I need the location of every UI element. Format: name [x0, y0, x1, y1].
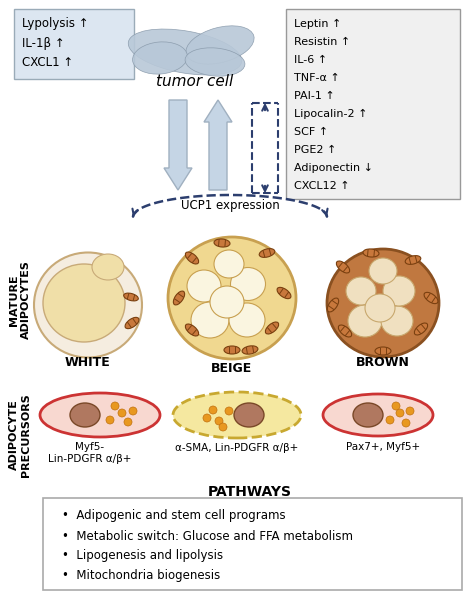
Ellipse shape [34, 253, 142, 358]
Ellipse shape [214, 250, 244, 278]
Text: Lipocalin-2 ↑: Lipocalin-2 ↑ [294, 109, 367, 119]
Ellipse shape [363, 249, 379, 257]
Text: WHITE: WHITE [65, 355, 111, 368]
Ellipse shape [383, 276, 415, 306]
Text: •  Adipogenic and stem cell programs: • Adipogenic and stem cell programs [62, 509, 286, 522]
Ellipse shape [214, 239, 230, 247]
Text: PATHWAYS: PATHWAYS [208, 485, 292, 499]
Circle shape [209, 406, 217, 414]
Circle shape [396, 409, 404, 417]
Ellipse shape [234, 403, 264, 427]
Ellipse shape [242, 346, 258, 354]
Ellipse shape [185, 324, 199, 336]
Ellipse shape [70, 403, 100, 427]
Text: •  Lipogenesis and lipolysis: • Lipogenesis and lipolysis [62, 549, 223, 562]
Ellipse shape [323, 394, 433, 436]
Ellipse shape [210, 286, 244, 318]
Ellipse shape [369, 258, 397, 284]
Circle shape [118, 409, 126, 417]
Circle shape [402, 419, 410, 427]
Circle shape [106, 416, 114, 424]
Ellipse shape [353, 403, 383, 427]
Ellipse shape [125, 318, 139, 328]
Text: Leptin ↑: Leptin ↑ [294, 19, 341, 29]
Circle shape [203, 414, 211, 422]
Ellipse shape [173, 392, 301, 438]
Ellipse shape [229, 303, 265, 337]
FancyBboxPatch shape [286, 9, 460, 199]
Ellipse shape [185, 252, 199, 264]
Circle shape [392, 402, 400, 410]
Ellipse shape [337, 261, 350, 273]
Text: TNF-α ↑: TNF-α ↑ [294, 73, 340, 83]
Circle shape [225, 407, 233, 415]
Ellipse shape [224, 346, 240, 354]
Ellipse shape [265, 322, 279, 334]
Text: PAI-1 ↑: PAI-1 ↑ [294, 91, 335, 101]
Ellipse shape [187, 270, 221, 302]
Text: CXCL12 ↑: CXCL12 ↑ [294, 181, 350, 191]
Ellipse shape [375, 347, 391, 355]
Text: ADIPOCYTE
PRECURSORS: ADIPOCYTE PRECURSORS [9, 393, 31, 477]
Text: UCP1 expression: UCP1 expression [181, 198, 279, 211]
FancyBboxPatch shape [14, 9, 134, 79]
FancyArrow shape [164, 100, 192, 190]
Text: SCF ↑: SCF ↑ [294, 127, 328, 137]
Ellipse shape [191, 302, 229, 338]
Text: Pax7+, Myf5+: Pax7+, Myf5+ [346, 442, 420, 452]
Ellipse shape [128, 29, 242, 75]
Ellipse shape [424, 293, 438, 304]
Circle shape [111, 402, 119, 410]
Text: •  Metabolic switch: Glucose and FFA metabolism: • Metabolic switch: Glucose and FFA meta… [62, 530, 353, 543]
Ellipse shape [348, 305, 382, 337]
Text: Myf5-
Lin-PDGFR α/β+: Myf5- Lin-PDGFR α/β+ [48, 442, 132, 464]
Text: IL-1β ↑: IL-1β ↑ [22, 36, 65, 50]
Ellipse shape [327, 249, 439, 357]
Text: Lypolysis ↑: Lypolysis ↑ [22, 17, 89, 30]
Text: α-SMA, Lin-PDGFR α/β+: α-SMA, Lin-PDGFR α/β+ [175, 443, 299, 453]
Ellipse shape [185, 48, 245, 76]
Ellipse shape [338, 325, 352, 337]
Ellipse shape [328, 298, 338, 312]
Ellipse shape [365, 294, 395, 322]
Ellipse shape [405, 256, 421, 264]
FancyArrow shape [204, 100, 232, 190]
Text: PGE2 ↑: PGE2 ↑ [294, 145, 337, 155]
Circle shape [386, 416, 394, 424]
Circle shape [219, 423, 227, 431]
Ellipse shape [133, 42, 187, 74]
Ellipse shape [414, 323, 428, 335]
Text: CXCL1 ↑: CXCL1 ↑ [22, 56, 73, 69]
Ellipse shape [277, 287, 291, 298]
Ellipse shape [346, 277, 376, 305]
Ellipse shape [168, 237, 296, 359]
Circle shape [124, 418, 132, 426]
Ellipse shape [259, 248, 275, 257]
Text: IL-6 ↑: IL-6 ↑ [294, 55, 327, 65]
Text: Resistin ↑: Resistin ↑ [294, 37, 350, 47]
Circle shape [406, 407, 414, 415]
FancyBboxPatch shape [43, 498, 462, 590]
Text: BROWN: BROWN [356, 355, 410, 368]
Circle shape [215, 417, 223, 425]
Ellipse shape [230, 267, 265, 300]
Ellipse shape [124, 293, 138, 301]
Circle shape [129, 407, 137, 415]
Text: BEIGE: BEIGE [211, 362, 253, 374]
Ellipse shape [381, 306, 413, 336]
Text: •  Mitochondria biogenesis: • Mitochondria biogenesis [62, 570, 220, 583]
Ellipse shape [92, 254, 124, 280]
Text: tumor cell: tumor cell [156, 75, 234, 90]
Text: MATURE
ADIPOCYTES: MATURE ADIPOCYTES [9, 260, 31, 340]
Ellipse shape [186, 26, 254, 64]
Text: Adiponectin ↓: Adiponectin ↓ [294, 163, 373, 173]
Ellipse shape [40, 393, 160, 437]
Ellipse shape [173, 291, 185, 305]
Ellipse shape [43, 264, 125, 342]
